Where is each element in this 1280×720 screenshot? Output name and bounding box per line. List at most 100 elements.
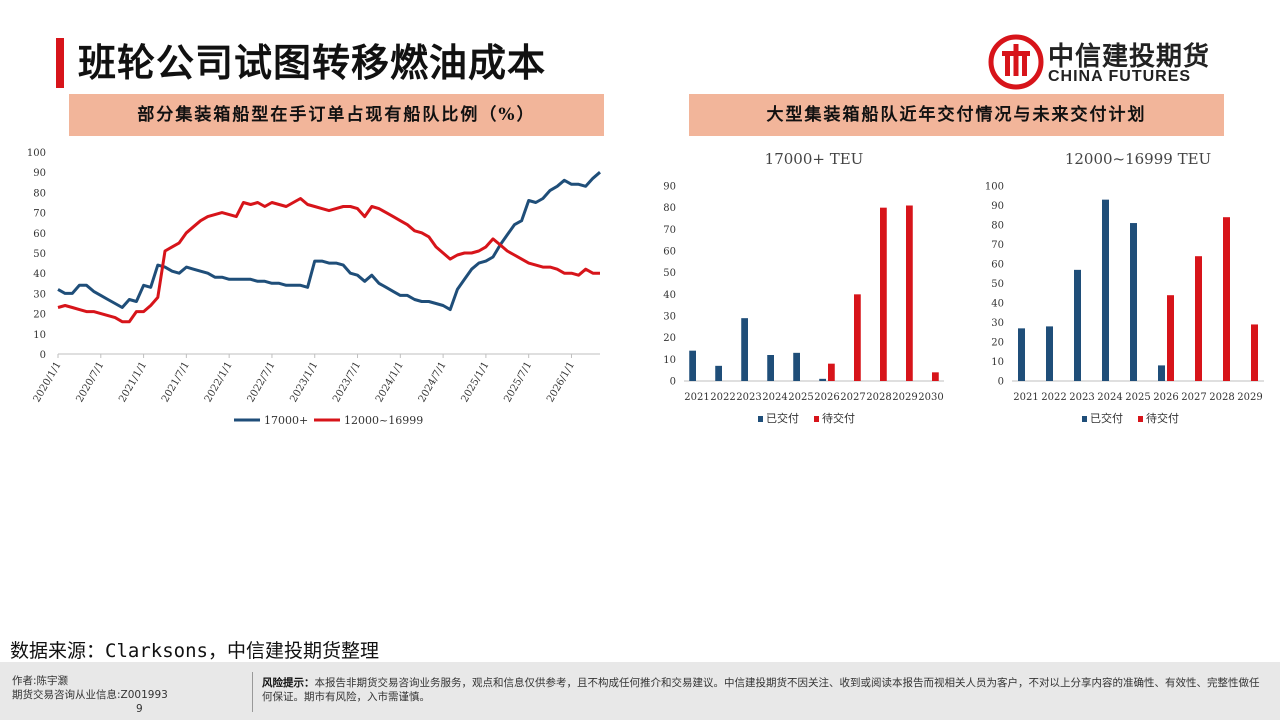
y-tick-label: 80: [991, 221, 1004, 232]
legend-label-2: 待交付: [1146, 411, 1179, 425]
y-tick-label: 10: [33, 330, 46, 341]
x-tick-label: 2028: [866, 392, 891, 403]
y-tick-label: 0: [670, 377, 676, 388]
legend-label-1: 已交付: [1090, 411, 1123, 425]
x-tick-label: 2021/7/1: [160, 360, 192, 404]
bar-delivered: [1158, 365, 1165, 381]
bar-pending: [932, 372, 939, 381]
bar-delivered: [1046, 326, 1053, 381]
x-tick-label: 2023: [1069, 392, 1094, 403]
bar-delivered: [689, 350, 696, 381]
x-tick-label: 2022: [1041, 392, 1066, 403]
x-tick-label: 2022/1/1: [203, 360, 235, 404]
y-tick-label: 20: [991, 338, 1004, 349]
x-tick-label: 2025/1/1: [460, 360, 492, 404]
bar-pending: [828, 363, 835, 381]
y-tick-label: 60: [33, 229, 46, 240]
x-tick-label: 2023/7/1: [331, 360, 363, 404]
y-tick-label: 50: [663, 268, 676, 279]
y-tick-label: 50: [33, 249, 46, 260]
series-line-2: [57, 197, 600, 324]
y-tick-label: 90: [33, 168, 46, 179]
bar-delivered: [1130, 223, 1137, 381]
bar-pending: [1195, 256, 1202, 381]
bar-delivered: [767, 355, 774, 381]
y-tick-label: 90: [991, 201, 1004, 212]
series-line-1: [57, 171, 601, 312]
legend-label-1: 已交付: [766, 411, 799, 425]
legend-swatch-2: [814, 416, 819, 422]
y-tick-label: 80: [33, 188, 46, 199]
company-logo: 中信建投期货 CHINA FUTURES: [988, 34, 1228, 94]
x-tick-label: 2028: [1209, 392, 1234, 403]
footer: 作者:陈宇灏 期货交易咨询从业信息:Z001993 9 风险提示：本报告非期货交…: [0, 662, 1280, 720]
x-tick-label: 2029: [1237, 392, 1262, 403]
bar-chart-12000: 12000~16999 TEU 0 10 20 30 40 50 60 70 80 90 100 202…: [985, 150, 1264, 425]
y-tick-label: 30: [663, 312, 676, 323]
y-tick-label: 90: [663, 182, 676, 193]
right-panel-heading: 大型集装箱船队近年交付情况与未来交付计划: [689, 94, 1224, 136]
bar-delivered: [1018, 328, 1025, 381]
legend-swatch-1: [758, 416, 763, 422]
x-tick-label: 2029: [892, 392, 917, 403]
bar-pending: [906, 205, 913, 381]
y-tick-label: 40: [33, 269, 46, 280]
x-tick-label: 2026: [814, 392, 839, 403]
legend-label-2: 12000~16999: [344, 414, 423, 427]
footer-divider: [252, 672, 253, 712]
x-tick-label: 2023/1/1: [288, 360, 320, 404]
bar-delivered: [793, 352, 800, 381]
y-tick-label: 100: [985, 182, 1004, 193]
x-tick-label: 2025/7/1: [502, 360, 534, 404]
author-license-cont: 9: [136, 703, 143, 715]
y-tick-label: 10: [991, 357, 1004, 368]
bar-delivered: [819, 378, 826, 381]
x-tick-label: 2021: [1013, 392, 1038, 403]
line-chart: 0 10 20 30 40 50 60 70 80 90 100 2020/1/1 2020/7/1 20…: [27, 148, 601, 427]
x-tick-label: 2026: [1153, 392, 1178, 403]
y-tick-label: 70: [663, 225, 676, 236]
y-tick-label: 70: [991, 240, 1004, 251]
x-tick-label: 2024: [1097, 392, 1122, 403]
legend-label-1: 17000+: [264, 414, 308, 427]
risk-text: 本报告非期货交易咨询业务服务，观点和信息仅供参考，且不构成任何推介和交易建议。中…: [262, 677, 1260, 703]
x-tick-label: 2027: [840, 392, 865, 403]
legend-label-2: 待交付: [822, 411, 855, 425]
citic-emblem-icon: [988, 34, 1044, 90]
x-tick-label: 2024/1/1: [374, 360, 406, 404]
x-tick-label: 2021/1/1: [117, 360, 149, 404]
x-tick-label: 2021: [684, 392, 709, 403]
y-tick-label: 0: [998, 377, 1004, 388]
logo-text-cn: 中信建投期货: [1048, 42, 1211, 72]
chart-title: 17000+ TEU: [765, 150, 864, 168]
author-name: 作者:陈宇灏: [12, 675, 69, 687]
bar-pending: [1167, 295, 1174, 381]
x-tick-label: 2023: [736, 392, 761, 403]
risk-disclaimer: 风险提示：本报告非期货交易咨询业务服务，观点和信息仅供参考，且不构成任何推介和交…: [262, 676, 1262, 704]
x-tick-label: 2022: [710, 392, 735, 403]
y-tick-label: 60: [991, 260, 1004, 271]
title-accent-bar: [56, 38, 64, 88]
x-tick-label: 2024: [762, 392, 787, 403]
y-tick-label: 100: [27, 148, 46, 159]
author-info: 作者:陈宇灏 期货交易咨询从业信息:Z001993 9: [12, 674, 197, 716]
x-tick-label: 2020/1/1: [32, 360, 64, 404]
left-panel-heading: 部分集装箱船型在手订单占现有船队比例（%）: [69, 94, 604, 136]
bar-delivered: [715, 365, 722, 381]
y-tick-label: 40: [663, 290, 676, 301]
risk-label: 风险提示：: [262, 677, 315, 689]
legend-swatch-2: [1138, 416, 1143, 422]
x-tick-label: 2022/7/1: [246, 360, 278, 404]
x-tick-label: 2030: [918, 392, 943, 403]
bar-delivered: [1074, 269, 1081, 381]
logo-text-en: CHINA FUTURES: [1048, 68, 1192, 85]
y-tick-label: 0: [40, 350, 46, 361]
y-tick-label: 50: [991, 279, 1004, 290]
x-tick-label: 2024/7/1: [417, 360, 449, 404]
y-tick-label: 70: [33, 209, 46, 220]
bar-pending: [1223, 217, 1230, 381]
y-tick-label: 30: [991, 318, 1004, 329]
y-tick-label: 30: [33, 289, 46, 300]
chart-title: 12000~16999 TEU: [1065, 150, 1211, 168]
